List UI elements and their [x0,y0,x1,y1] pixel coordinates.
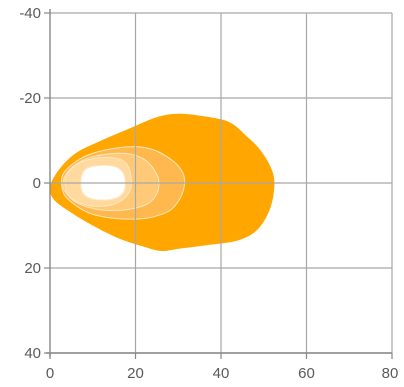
tick-label-layer: 0 20 40 60 80 -40 -20 0 20 40 [19,5,398,382]
y-tick-label: 40 [24,345,41,362]
series-layer [49,113,275,252]
y-tick-label: -40 [19,5,41,22]
x-tick-label: 20 [127,365,144,382]
y-tick-label: 20 [24,260,41,277]
x-tick-label: 40 [213,365,230,382]
x-tick-label: 0 [46,365,54,382]
y-tick-label: 0 [33,175,41,192]
x-tick-label: 80 [382,365,399,382]
y-tick-label: -20 [19,90,41,107]
x-tick-label: 60 [298,365,315,382]
axis-layer [44,9,393,359]
